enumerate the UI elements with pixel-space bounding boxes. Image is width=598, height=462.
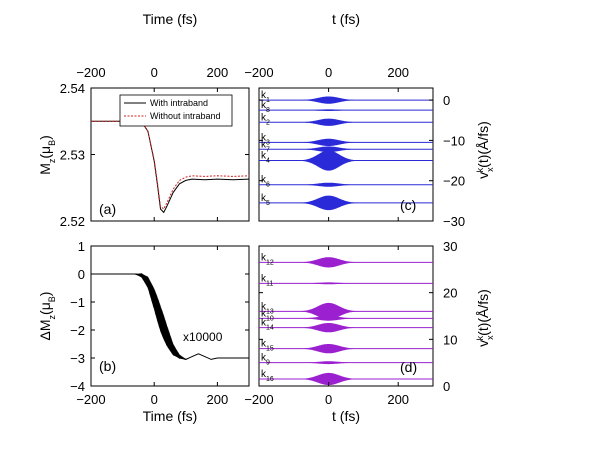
y-tick-label: −30 bbox=[443, 214, 465, 229]
x-tick-label: −200 bbox=[76, 392, 105, 407]
y-tick-label: 1 bbox=[78, 239, 85, 254]
panel-b-xlabel: Time (fs) bbox=[143, 408, 198, 424]
series-oscillation-k16 bbox=[296, 372, 361, 386]
x-tick-label: 0 bbox=[325, 392, 332, 407]
panel-c-top-xlabel: t (fs) bbox=[332, 11, 360, 27]
y-tick-label: −3 bbox=[70, 351, 85, 366]
series-label-k12: k12 bbox=[261, 252, 274, 266]
y-tick-label: 10 bbox=[443, 332, 457, 347]
x-tick-label: 200 bbox=[207, 65, 229, 80]
panel-a-top-xlabel: Time (fs) bbox=[143, 11, 198, 27]
x-tick-label: 0 bbox=[151, 65, 158, 80]
series-oscillation-k4 bbox=[296, 150, 361, 171]
panel-d-ylabel: vxk(t)(Å/fs) bbox=[475, 289, 495, 347]
series-oscillation-k14 bbox=[296, 323, 361, 333]
y-tick-label: −10 bbox=[443, 133, 465, 148]
series-label-k3: k3 bbox=[261, 132, 270, 146]
panel-a-legend: With intraband Without intraband bbox=[119, 94, 233, 127]
y-tick-label: 30 bbox=[443, 239, 457, 254]
series-oscillation-k5 bbox=[296, 195, 361, 211]
x-tick-label: 200 bbox=[387, 392, 409, 407]
y-tick-label: 2.53 bbox=[60, 148, 85, 163]
legend-label-with-intraband: With intraband bbox=[150, 98, 208, 108]
series-label-k14: k14 bbox=[261, 318, 274, 332]
x-tick-label: 200 bbox=[207, 392, 229, 407]
legend-box bbox=[119, 94, 233, 127]
panel-b-annotation: x10000 bbox=[183, 330, 223, 344]
series-label-k1: k1 bbox=[261, 90, 270, 104]
series-oscillation-k13 bbox=[296, 302, 361, 320]
panel-d-xlabel: t (fs) bbox=[332, 408, 360, 424]
series-oscillation-k1 bbox=[297, 96, 360, 104]
y-tick-label: −1 bbox=[70, 295, 85, 310]
series-label-k6: k6 bbox=[261, 175, 270, 189]
y-tick-label: 2.52 bbox=[60, 214, 85, 229]
series-label-k5: k5 bbox=[261, 193, 270, 207]
series-label-k15: k15 bbox=[261, 339, 274, 353]
series-oscillation-k12 bbox=[296, 257, 361, 268]
x-tick-label: 200 bbox=[387, 65, 409, 80]
series-line-without-intraband bbox=[91, 120, 250, 210]
panel-c-label: (c) bbox=[400, 197, 416, 213]
y-tick-label: 0 bbox=[443, 93, 450, 108]
series-oscillation-band bbox=[134, 273, 189, 360]
panel-d-frame bbox=[258, 245, 434, 387]
legend-label-without-intraband: Without intraband bbox=[150, 111, 221, 121]
x-tick-label: −200 bbox=[244, 65, 273, 80]
series-oscillation-k11 bbox=[299, 282, 359, 285]
series-label-k16: k16 bbox=[261, 369, 274, 383]
series-oscillation-k8 bbox=[299, 109, 358, 111]
y-tick-label: 2.54 bbox=[60, 81, 85, 96]
series-oscillation-k15 bbox=[296, 344, 361, 354]
series-label-k4: k4 bbox=[261, 151, 270, 165]
x-tick-label: 0 bbox=[325, 65, 332, 80]
panel-d-label: (d) bbox=[400, 359, 417, 375]
y-tick-label: 20 bbox=[443, 286, 457, 301]
series-line-with-intraband bbox=[91, 120, 250, 214]
panel-a-ylabel: Mz(μB) bbox=[37, 135, 57, 175]
panel-b-label: (b) bbox=[99, 358, 116, 374]
series-oscillation-k2 bbox=[296, 118, 361, 126]
y-tick-label: 0 bbox=[78, 267, 85, 282]
series-label-k9: k9 bbox=[261, 353, 270, 367]
y-tick-label: −2 bbox=[70, 323, 85, 338]
series-oscillation-k10 bbox=[296, 316, 361, 321]
panel-a-label: (a) bbox=[99, 201, 116, 217]
panel-c-ylabel: vxk(t)(Å/fs) bbox=[475, 121, 495, 179]
panel-b-frame bbox=[90, 245, 250, 387]
x-tick-label: −200 bbox=[76, 65, 105, 80]
y-tick-label: −20 bbox=[443, 174, 465, 189]
series-label-k2: k2 bbox=[261, 112, 270, 126]
series-label-k13: k13 bbox=[261, 301, 274, 315]
x-tick-label: 0 bbox=[151, 392, 158, 407]
panel-c-frame bbox=[258, 87, 434, 222]
y-tick-label: −4 bbox=[70, 379, 85, 394]
series-oscillation-k7 bbox=[296, 146, 361, 153]
series-label-k7: k7 bbox=[261, 139, 270, 153]
panel-b-ylabel: ΔMz(μB) bbox=[37, 292, 57, 341]
series-label-k8: k8 bbox=[261, 100, 270, 114]
series-oscillation-k9 bbox=[297, 361, 360, 365]
series-label-k11: k11 bbox=[261, 273, 273, 287]
series-label-k10: k10 bbox=[261, 308, 274, 322]
series-oscillation-k6 bbox=[297, 182, 360, 187]
y-tick-label: 0 bbox=[443, 379, 450, 394]
series-oscillation-k3 bbox=[297, 138, 360, 146]
x-tick-label: −200 bbox=[244, 392, 273, 407]
